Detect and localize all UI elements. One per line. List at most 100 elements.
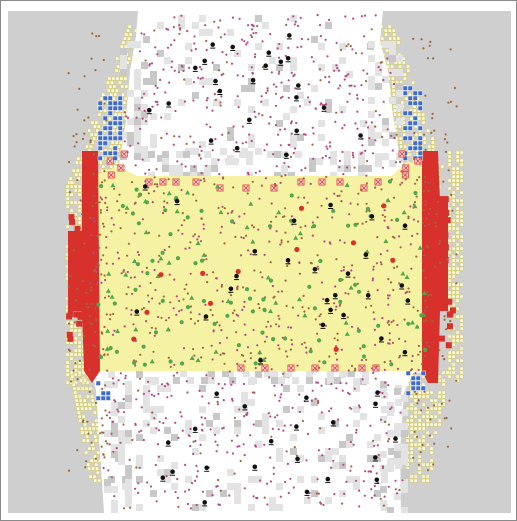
particle bbox=[357, 404, 361, 407]
particle bbox=[379, 418, 383, 421]
particle bbox=[136, 251, 139, 254]
shade-cell bbox=[375, 153, 382, 160]
particle bbox=[193, 322, 196, 325]
particle bbox=[413, 131, 416, 135]
ring-cell bbox=[451, 238, 456, 243]
particle bbox=[356, 203, 359, 206]
particle bbox=[181, 232, 184, 235]
ring-cell bbox=[413, 410, 418, 415]
agent-green-triangle bbox=[195, 357, 201, 363]
particle bbox=[286, 355, 289, 358]
shade-cell bbox=[104, 486, 111, 493]
shade-cell bbox=[353, 406, 360, 413]
simulation-canvas[interactable] bbox=[8, 11, 511, 513]
shade-cell bbox=[334, 377, 341, 384]
particle bbox=[111, 377, 114, 380]
particle bbox=[335, 41, 338, 45]
shade-cell bbox=[365, 165, 372, 172]
particle bbox=[287, 326, 290, 329]
particle bbox=[230, 383, 233, 386]
particle bbox=[280, 81, 283, 84]
particle bbox=[379, 68, 382, 71]
particle bbox=[445, 416, 448, 420]
particle bbox=[311, 143, 314, 146]
particle bbox=[142, 392, 145, 395]
particle bbox=[270, 202, 273, 205]
shade-cell bbox=[311, 476, 318, 483]
particle bbox=[303, 196, 306, 199]
ring-cell bbox=[88, 386, 93, 391]
ring-cell bbox=[78, 418, 83, 423]
particle bbox=[90, 234, 93, 237]
particle bbox=[433, 442, 436, 445]
particle bbox=[390, 406, 393, 409]
particle bbox=[443, 138, 446, 141]
particle bbox=[138, 107, 141, 110]
shade-cell bbox=[185, 57, 192, 64]
particle bbox=[361, 222, 364, 225]
ring-cell bbox=[388, 36, 393, 41]
ring-cell bbox=[73, 348, 78, 353]
shade-cell bbox=[255, 476, 262, 483]
particle bbox=[292, 74, 295, 78]
ring-cell bbox=[73, 364, 78, 369]
particle bbox=[316, 254, 319, 257]
shade-cell bbox=[269, 504, 276, 511]
particle bbox=[379, 261, 382, 264]
agent-black bbox=[373, 401, 378, 408]
ring-cell bbox=[380, 36, 385, 41]
particle bbox=[216, 485, 219, 488]
particle bbox=[287, 165, 290, 168]
particle bbox=[248, 133, 251, 136]
particle bbox=[403, 318, 406, 321]
particle bbox=[76, 287, 79, 290]
hot-wall-chunk bbox=[442, 196, 449, 203]
particle bbox=[290, 215, 293, 218]
particle bbox=[345, 382, 348, 385]
particle bbox=[137, 482, 140, 485]
particle bbox=[123, 111, 126, 114]
particle bbox=[446, 141, 449, 144]
particle bbox=[243, 300, 246, 303]
ring-cell bbox=[65, 192, 70, 197]
particle bbox=[279, 96, 282, 99]
wall-marker-cross bbox=[337, 179, 343, 185]
particle bbox=[199, 77, 202, 80]
ring-cell bbox=[414, 132, 419, 137]
cool-cell bbox=[405, 370, 411, 376]
cool-cell bbox=[417, 125, 423, 131]
particle bbox=[242, 236, 245, 240]
agent-black-head bbox=[291, 218, 297, 223]
particle bbox=[269, 115, 272, 119]
particle bbox=[243, 40, 246, 43]
particle bbox=[178, 32, 181, 35]
ring-cell bbox=[85, 144, 90, 149]
ring-cell bbox=[459, 238, 464, 243]
shade-cell bbox=[402, 469, 409, 476]
agent-black bbox=[213, 78, 218, 86]
particle bbox=[147, 186, 150, 189]
particle bbox=[349, 45, 352, 48]
shade-cell bbox=[271, 377, 278, 384]
particle bbox=[322, 298, 325, 301]
hot-wall-chunk bbox=[74, 271, 81, 278]
particle bbox=[312, 132, 315, 135]
ring-cell bbox=[421, 402, 426, 407]
particle bbox=[283, 128, 286, 131]
ring-cell bbox=[447, 158, 452, 163]
agent-green-triangle bbox=[248, 201, 254, 206]
shade-cell bbox=[368, 139, 375, 146]
ring-cell bbox=[447, 178, 452, 183]
hot-wall-chunk bbox=[73, 311, 80, 318]
particle bbox=[320, 411, 323, 414]
cool-cell bbox=[407, 95, 413, 101]
particle bbox=[246, 171, 250, 174]
shade-cell bbox=[232, 158, 239, 165]
particle bbox=[399, 160, 402, 163]
cool-cell bbox=[412, 100, 418, 106]
particle bbox=[324, 76, 327, 79]
particle bbox=[292, 486, 295, 489]
particle bbox=[236, 362, 239, 365]
particle bbox=[230, 62, 234, 65]
shade-cell bbox=[241, 399, 248, 406]
